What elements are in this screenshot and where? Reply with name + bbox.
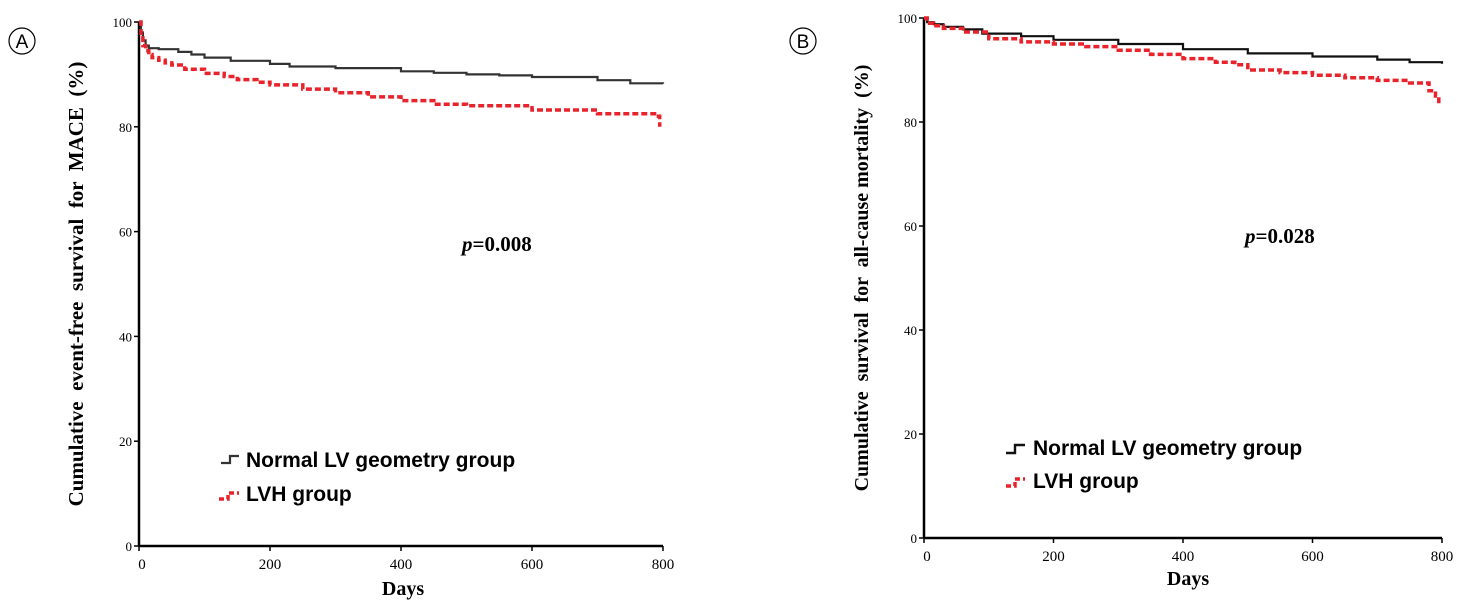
x-tick-label-b-600: 600	[1301, 549, 1324, 565]
panel-b: B Cumulative survival for all-cause mort…	[789, 11, 1454, 590]
panel-a-axes: 0 20 40 60 80 100 0 200 400 600 800	[113, 15, 675, 573]
x-tick-label-a-600: 600	[521, 557, 544, 573]
x-tick-label-a-400: 400	[390, 557, 413, 573]
y-tick-label-a-20: 20	[119, 434, 132, 449]
legend-b-normal-label: Normal LV geometry group	[1033, 437, 1302, 460]
y-tick-label-a-80: 80	[119, 120, 132, 135]
y-tick-label-a-40: 40	[119, 329, 132, 344]
panel-b-p-annotation: p=0.028	[1243, 224, 1315, 248]
panel-b-legend: Normal LV geometry group LVH group	[1006, 437, 1302, 493]
legend-b-lvh-swatch	[1006, 477, 1025, 488]
panel-a-p-value: =0.008	[473, 232, 532, 256]
x-tick-label-b-0: 0	[923, 549, 931, 565]
y-tick-label-b-0: 0	[911, 531, 918, 546]
panel-a-legend: Normal LV geometry group LVH group	[219, 449, 515, 506]
y-tick-label-a-100: 100	[113, 15, 133, 30]
x-tick-label-b-400: 400	[1172, 549, 1195, 565]
x-tick-label-a-0: 0	[138, 557, 146, 573]
panel-a-ylabel: Cumulative event-free survival for MACE …	[64, 62, 88, 507]
panel-b-label-circle	[789, 27, 817, 55]
legend-b-normal-swatch	[1006, 443, 1025, 455]
panel-a: A Cumulative event-free survival for MAC…	[8, 15, 675, 600]
x-tick-label-b-800: 800	[1431, 549, 1454, 565]
panel-a-p-annotation: p=0.008	[460, 232, 532, 256]
panel-a-label-circle	[8, 27, 36, 55]
panel-b-axes: 0 20 40 60 80 100 0 200 400 600 800	[898, 11, 1454, 565]
y-tick-label-b-60: 60	[904, 219, 917, 234]
panel-b-p-value: =0.028	[1256, 224, 1315, 248]
panel-b-series	[924, 16, 1444, 104]
panel-b-p-letter: p	[1243, 224, 1256, 248]
panel-a-label: A	[16, 32, 29, 53]
panel-b-ylabel: Cumulative survival for all-cause mortal…	[851, 65, 873, 492]
y-tick-label-b-100: 100	[898, 11, 918, 26]
series-line-b-lvh	[924, 16, 1441, 104]
y-tick-label-b-20: 20	[904, 427, 917, 442]
x-tick-label-a-200: 200	[259, 557, 282, 573]
panel-a-p-letter: p	[460, 232, 473, 256]
y-tick-label-b-80: 80	[904, 115, 917, 130]
y-tick-label-a-0: 0	[126, 539, 133, 554]
series-line-a-lvh	[139, 20, 662, 127]
panel-a-xlabel: Days	[382, 578, 424, 600]
panel-b-xlabel: Days	[1167, 568, 1209, 590]
series-line-a-normal-lv	[139, 20, 665, 85]
legend-a-normal-label: Normal LV geometry group	[246, 449, 515, 472]
panel-a-series	[139, 20, 665, 127]
x-tick-label-b-200: 200	[1042, 549, 1065, 565]
legend-a-lvh-label: LVH group	[246, 483, 352, 506]
legend-a-lvh-swatch	[219, 491, 239, 501]
y-tick-label-b-40: 40	[904, 323, 917, 338]
y-tick-label-a-60: 60	[119, 225, 132, 240]
legend-b-lvh-label: LVH group	[1033, 470, 1139, 493]
legend-a-normal-swatch	[221, 454, 239, 465]
panel-b-label: B	[797, 32, 810, 53]
x-tick-label-a-800: 800	[652, 557, 675, 573]
